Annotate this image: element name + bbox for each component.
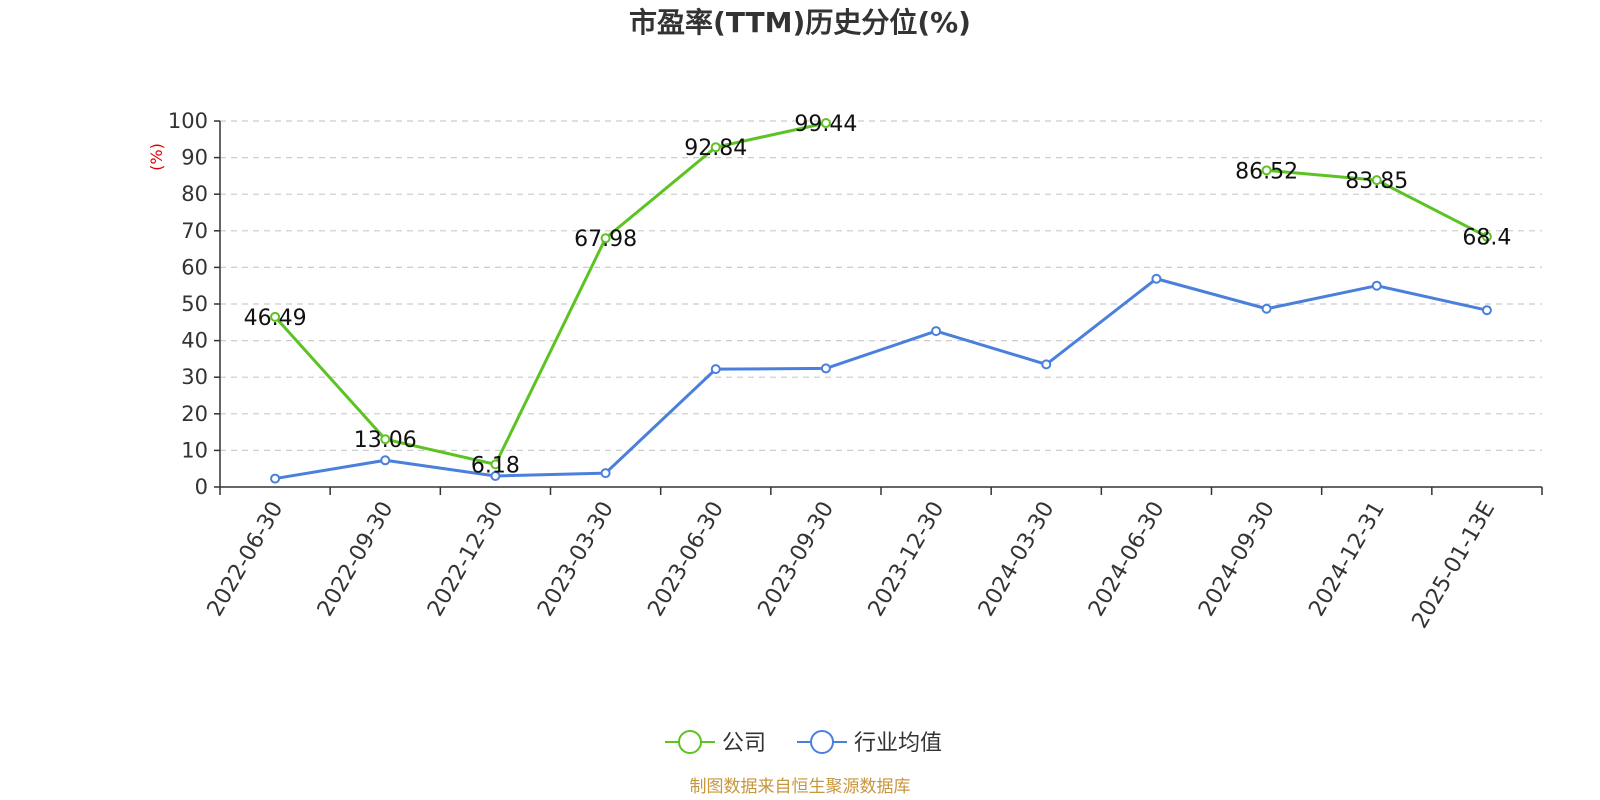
legend-label: 行业均值	[854, 731, 942, 756]
data-label: 13.06	[354, 428, 417, 453]
y-tick-label: 10	[181, 438, 208, 462]
data-point[interactable]	[490, 471, 501, 482]
data-label: 68.4	[1462, 226, 1511, 251]
data-point[interactable]	[1261, 165, 1272, 176]
data-point[interactable]	[710, 364, 721, 375]
y-tick-label: 40	[181, 329, 208, 353]
legend-marker	[678, 730, 702, 754]
series-line-1	[274, 277, 1488, 481]
y-tick-label: 80	[181, 182, 208, 206]
series-layer	[270, 118, 1492, 484]
y-tick-label: 0	[195, 475, 208, 499]
x-tick-label: 2023-12-30	[864, 498, 950, 621]
data-label: 67.98	[574, 227, 637, 252]
legend-marker	[810, 730, 834, 754]
y-tick-label: 70	[181, 219, 208, 243]
data-point[interactable]	[1041, 359, 1052, 370]
y-tick-label: 60	[181, 255, 208, 279]
data-point[interactable]	[931, 326, 942, 337]
legend-item-1[interactable]: 行业均值	[797, 730, 942, 756]
chart-title: 市盈率(TTM)历史分位(%)	[629, 6, 971, 39]
data-label: 46.49	[244, 306, 307, 331]
y-axis-label: (%)	[147, 143, 166, 171]
data-point[interactable]	[270, 311, 281, 322]
x-tick-label: 2022-09-30	[313, 498, 399, 621]
series-line-0	[273, 121, 827, 466]
data-point[interactable]	[1261, 303, 1272, 314]
data-label: 6.18	[471, 453, 520, 478]
data-point[interactable]	[1371, 175, 1382, 186]
data-point[interactable]	[600, 233, 611, 244]
data-point[interactable]	[270, 473, 281, 484]
y-tick-label: 30	[181, 365, 208, 389]
data-point[interactable]	[1371, 280, 1382, 291]
data-label: 86.52	[1235, 159, 1298, 184]
data-point[interactable]	[1481, 231, 1492, 242]
legend-label: 公司	[722, 731, 766, 756]
x-tick-label: 2024-09-30	[1194, 498, 1280, 621]
data-label: 92.84	[684, 136, 747, 161]
data-labels: 46.49 13.06 6.18 67.98 92.84 99.44 86.52 83.85 6…	[244, 112, 1512, 478]
legend[interactable]: 公司 行业均值	[665, 730, 942, 756]
data-point[interactable]	[380, 434, 391, 445]
legend-item-0[interactable]: 公司	[665, 730, 766, 756]
y-tick-label: 90	[181, 146, 208, 170]
y-tick-label: 50	[181, 292, 208, 316]
y-tick-label: 100	[168, 109, 208, 133]
x-tick-label: 2025-01-13E	[1408, 498, 1501, 633]
source-note: 制图数据来自恒生聚源数据库	[690, 777, 911, 797]
grid-lines	[220, 120, 1542, 451]
data-point[interactable]	[820, 363, 831, 374]
x-tick-label: 2023-03-30	[533, 498, 619, 621]
data-label: 83.85	[1345, 169, 1408, 194]
data-point[interactable]	[380, 455, 391, 466]
x-tick-label: 2024-06-30	[1084, 498, 1170, 621]
x-tick-label: 2024-03-30	[974, 498, 1060, 621]
y-tick-label: 20	[181, 402, 208, 426]
data-label: 99.44	[794, 112, 857, 137]
x-tick-label: 2022-12-30	[423, 498, 509, 621]
axes: 0 10 20 30 40 50 60 70 80 90 100 2022-06-30 2022-09-…	[168, 109, 1543, 633]
data-point[interactable]	[1481, 305, 1492, 316]
x-tick-label: 2023-09-30	[754, 498, 840, 621]
x-tick-label: 2024-12-31	[1304, 498, 1390, 621]
data-point[interactable]	[600, 468, 611, 479]
data-point[interactable]	[1151, 273, 1162, 284]
x-tick-label: 2022-06-30	[203, 498, 289, 621]
data-point[interactable]	[820, 118, 831, 129]
data-point[interactable]	[710, 142, 721, 153]
data-point[interactable]	[490, 459, 501, 470]
x-tick-label: 2023-06-30	[643, 498, 729, 621]
